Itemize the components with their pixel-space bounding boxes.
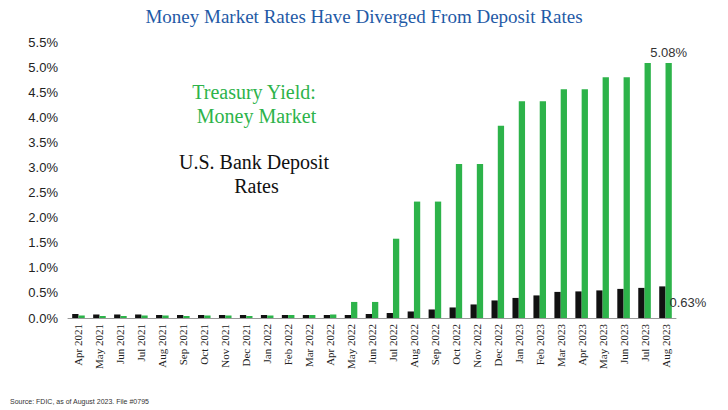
svg-text:5.0%: 5.0%	[28, 60, 58, 75]
svg-text:0.63%: 0.63%	[670, 295, 707, 310]
svg-text:Jul 2023: Jul 2023	[639, 324, 651, 362]
svg-text:Aug 2021: Aug 2021	[156, 324, 168, 368]
svg-text:Money Market: Money Market	[197, 105, 317, 128]
svg-text:0.5%: 0.5%	[28, 285, 58, 300]
svg-text:Aug 2023: Aug 2023	[660, 324, 672, 368]
svg-text:5.08%: 5.08%	[650, 45, 687, 60]
svg-text:Nov 2022: Nov 2022	[471, 324, 483, 368]
svg-text:Apr 2021: Apr 2021	[72, 324, 84, 366]
svg-text:Nov 2021: Nov 2021	[219, 324, 231, 368]
svg-text:Apr 2022: Apr 2022	[324, 324, 336, 366]
svg-text:Feb 2023: Feb 2023	[534, 324, 546, 366]
svg-text:Sep 2022: Sep 2022	[429, 324, 441, 365]
svg-text:Treasury Yield:: Treasury Yield:	[192, 81, 321, 104]
svg-text:May 2021: May 2021	[93, 324, 105, 369]
svg-text:3.0%: 3.0%	[28, 160, 58, 175]
svg-text:Jan 2023: Jan 2023	[513, 324, 525, 364]
svg-text:Jun 2023: Jun 2023	[618, 324, 630, 365]
svg-text:Aug 2022: Aug 2022	[408, 324, 420, 368]
svg-text:Jul 2022: Jul 2022	[387, 324, 399, 362]
svg-text:Jan 2022: Jan 2022	[261, 324, 273, 363]
svg-text:Oct 2022: Oct 2022	[450, 324, 462, 365]
svg-text:Jul 2021: Jul 2021	[135, 324, 147, 362]
svg-text:Jun 2022: Jun 2022	[366, 324, 378, 364]
svg-text:3.5%: 3.5%	[28, 135, 58, 150]
svg-text:U.S. Bank Deposit: U.S. Bank Deposit	[179, 151, 334, 174]
svg-text:2.5%: 2.5%	[28, 185, 58, 200]
svg-text:Rates: Rates	[234, 175, 279, 197]
svg-text:Jun 2021: Jun 2021	[114, 324, 126, 364]
svg-text:May 2022: May 2022	[345, 324, 357, 369]
svg-text:Oct 2021: Oct 2021	[198, 324, 210, 365]
svg-text:Dec 2022: Dec 2022	[492, 324, 504, 366]
svg-text:4.0%: 4.0%	[28, 110, 58, 125]
svg-text:Sep 2021: Sep 2021	[177, 324, 189, 365]
svg-text:0.0%: 0.0%	[28, 311, 58, 326]
svg-text:Mar 2023: Mar 2023	[555, 324, 567, 368]
svg-text:5.5%: 5.5%	[28, 35, 58, 50]
svg-text:Mar 2022: Mar 2022	[303, 324, 315, 367]
svg-text:Feb 2022: Feb 2022	[282, 324, 294, 365]
svg-text:4.5%: 4.5%	[28, 85, 58, 100]
svg-text:1.0%: 1.0%	[28, 260, 58, 275]
svg-text:Money Market Rates Have Diverg: Money Market Rates Have Diverged From De…	[145, 6, 582, 27]
svg-text:Dec 2021: Dec 2021	[240, 324, 252, 366]
svg-text:Apr 2023: Apr 2023	[576, 324, 588, 366]
svg-text:2.0%: 2.0%	[28, 210, 58, 225]
svg-text:Source: FDIC, as of August 202: Source: FDIC, as of August 2023. File #0…	[10, 398, 149, 406]
svg-text:1.5%: 1.5%	[28, 235, 58, 250]
svg-text:May 2023: May 2023	[597, 324, 609, 369]
